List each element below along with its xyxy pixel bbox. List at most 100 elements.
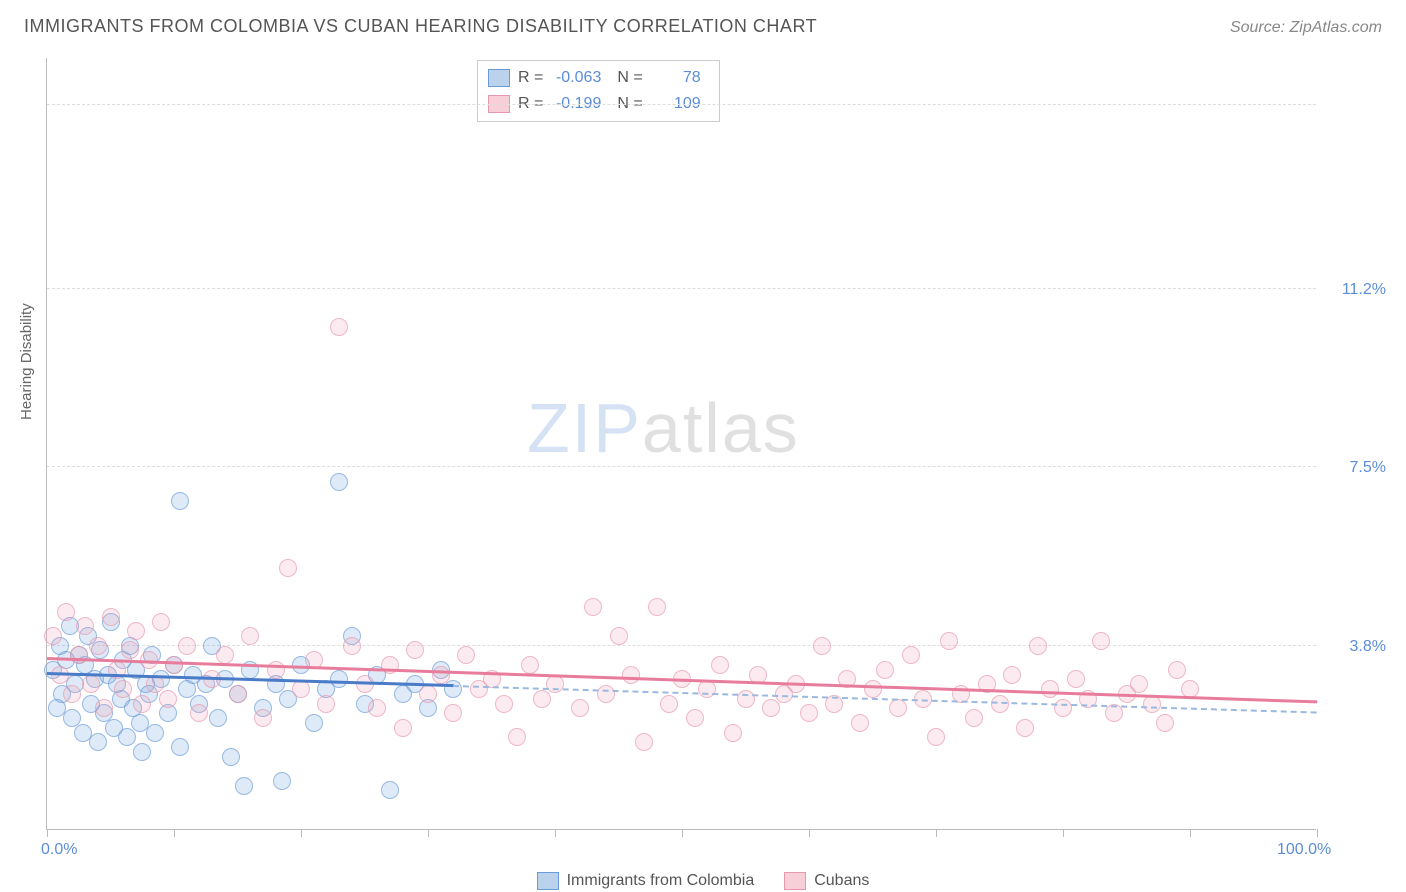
n-value: 78	[651, 69, 701, 87]
data-point	[171, 738, 189, 756]
data-point	[178, 637, 196, 655]
data-point	[114, 680, 132, 698]
x-tick	[809, 829, 810, 837]
x-tick-label: 100.0%	[1277, 841, 1331, 859]
data-point	[902, 646, 920, 664]
series-legend: Immigrants from Colombia Cubans	[0, 872, 1406, 890]
data-point	[444, 680, 462, 698]
data-point	[381, 781, 399, 799]
data-point	[57, 603, 75, 621]
data-point	[1130, 675, 1148, 693]
data-point	[279, 559, 297, 577]
legend-item: Immigrants from Colombia	[537, 872, 755, 890]
data-point	[254, 709, 272, 727]
data-point	[571, 699, 589, 717]
data-point	[216, 646, 234, 664]
data-point	[292, 680, 310, 698]
data-point	[457, 646, 475, 664]
scatter-plot: ZIPatlas R = -0.063 N = 78 R = -0.199 N …	[46, 58, 1316, 830]
x-tick-label: 0.0%	[41, 841, 77, 859]
data-point	[851, 714, 869, 732]
data-point	[229, 685, 247, 703]
data-point	[127, 622, 145, 640]
data-point	[89, 733, 107, 751]
data-point	[305, 714, 323, 732]
data-point	[330, 670, 348, 688]
data-point	[813, 637, 831, 655]
blue-swatch-icon	[488, 69, 510, 87]
pink-swatch-icon	[784, 872, 806, 890]
data-point	[76, 617, 94, 635]
x-tick	[174, 829, 175, 837]
data-point	[70, 646, 88, 664]
data-point	[44, 627, 62, 645]
x-tick	[936, 829, 937, 837]
data-point	[118, 728, 136, 746]
gridline	[47, 645, 1316, 646]
x-tick	[428, 829, 429, 837]
data-point	[533, 690, 551, 708]
data-point	[159, 690, 177, 708]
y-tick-label: 11.2%	[1326, 281, 1386, 299]
data-point	[876, 661, 894, 679]
gridline	[47, 466, 1316, 467]
data-point	[737, 690, 755, 708]
data-point	[1168, 661, 1186, 679]
data-point	[89, 637, 107, 655]
x-tick	[1190, 829, 1191, 837]
watermark: ZIPatlas	[527, 388, 800, 468]
data-point	[889, 699, 907, 717]
data-point	[190, 704, 208, 722]
data-point	[235, 777, 253, 795]
r-label: R =	[518, 69, 543, 87]
data-point	[152, 613, 170, 631]
y-tick-label: 7.5%	[1326, 459, 1386, 477]
data-point	[267, 661, 285, 679]
y-axis-title: Hearing Disability	[18, 303, 35, 420]
legend-item: Cubans	[784, 872, 869, 890]
x-tick	[1063, 829, 1064, 837]
stats-row: R = -0.063 N = 78	[488, 65, 709, 91]
data-point	[368, 699, 386, 717]
data-point	[317, 695, 335, 713]
data-point	[121, 641, 139, 659]
data-point	[508, 728, 526, 746]
data-point	[864, 680, 882, 698]
data-point	[927, 728, 945, 746]
data-point	[1067, 670, 1085, 688]
legend-label: Immigrants from Colombia	[567, 872, 755, 890]
x-tick	[1317, 829, 1318, 837]
data-point	[209, 709, 227, 727]
data-point	[165, 656, 183, 674]
x-tick	[682, 829, 683, 837]
data-point	[330, 473, 348, 491]
data-point	[1054, 699, 1072, 717]
x-tick	[301, 829, 302, 837]
data-point	[940, 632, 958, 650]
data-point	[724, 724, 742, 742]
chart-header: IMMIGRANTS FROM COLOMBIA VS CUBAN HEARIN…	[24, 16, 1382, 37]
n-label: N =	[617, 69, 642, 87]
data-point	[1092, 632, 1110, 650]
data-point	[965, 709, 983, 727]
data-point	[133, 695, 151, 713]
data-point	[432, 666, 450, 684]
data-point	[1041, 680, 1059, 698]
watermark-bold: ZIP	[527, 389, 642, 467]
data-point	[133, 743, 151, 761]
data-point	[1156, 714, 1174, 732]
data-point	[330, 318, 348, 336]
data-point	[241, 627, 259, 645]
data-point	[1003, 666, 1021, 684]
gridline	[47, 288, 1316, 289]
data-point	[273, 772, 291, 790]
data-point	[800, 704, 818, 722]
legend-label: Cubans	[814, 872, 869, 890]
y-tick-label: 3.8%	[1326, 638, 1386, 656]
data-point	[343, 637, 361, 655]
data-point	[686, 709, 704, 727]
gridline	[47, 104, 1316, 105]
watermark-light: atlas	[642, 389, 800, 467]
data-point	[495, 695, 513, 713]
data-point	[622, 666, 640, 684]
